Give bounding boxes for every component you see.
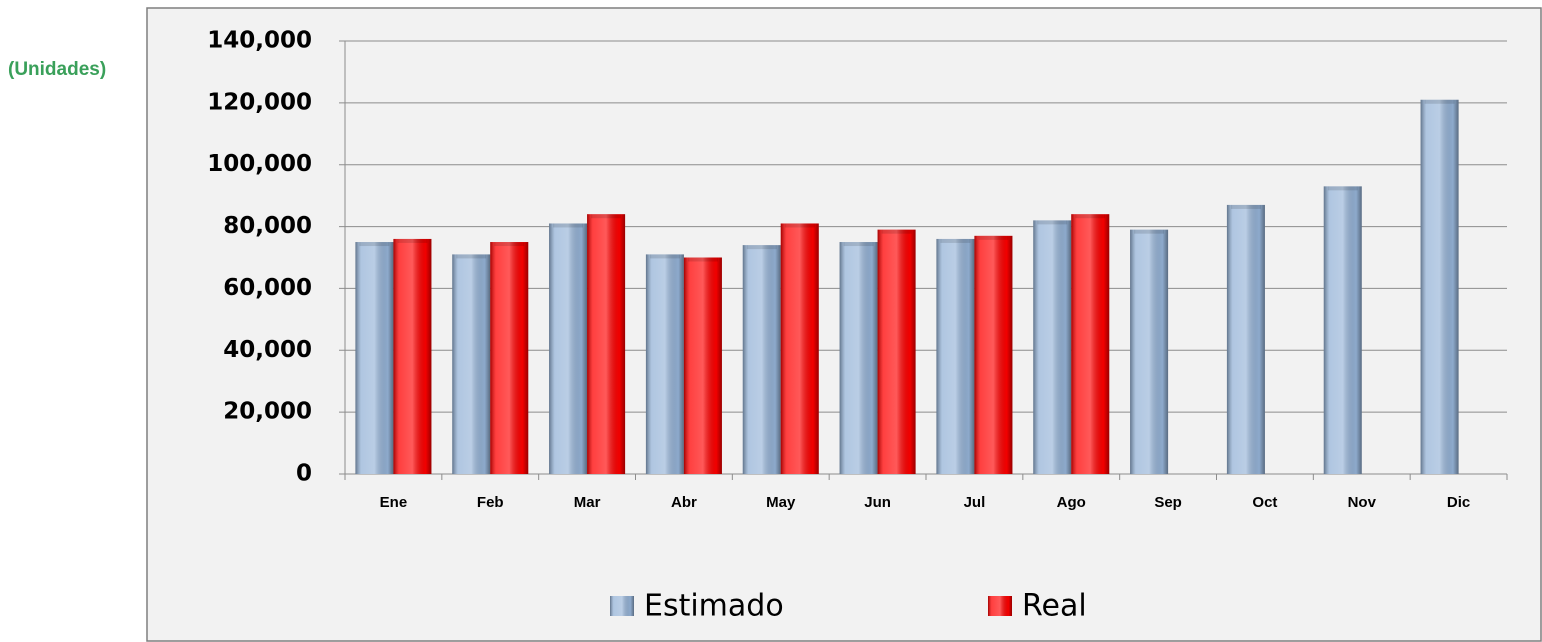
bar [877,229,916,474]
bar [1130,229,1169,474]
bar [839,242,878,474]
x-tick-label: Abr [671,494,697,511]
legend-swatch-shade [610,596,634,616]
x-tick-label: Feb [477,494,504,511]
legend-label: Real [1022,589,1087,624]
bar [936,238,975,474]
y-tick-label: 20,000 [223,399,312,425]
x-tick-label: Sep [1154,494,1182,511]
y-tick-label: 140,000 [207,28,312,54]
bar [393,238,432,474]
y-tick-label: 80,000 [223,213,312,239]
bar [1226,204,1265,474]
bar [549,223,588,474]
x-tick-label: Oct [1252,494,1277,511]
bar [1323,186,1362,474]
bar [742,245,781,474]
bar [587,214,626,474]
y-tick-label: 120,000 [207,89,312,115]
bar [490,242,529,474]
x-tick-label: Jul [964,494,986,511]
x-tick-label: Ago [1057,494,1086,511]
legend-label: Estimado [644,589,784,624]
bar [452,254,491,474]
bar [974,235,1013,474]
legend-swatch-shade [988,596,1012,616]
y-tick-label: 60,000 [223,275,312,301]
bar [1033,220,1072,474]
bar [645,254,684,474]
x-tick-label: May [766,494,796,511]
x-tick-label: Mar [574,494,601,511]
y-tick-label: 40,000 [223,337,312,363]
bar [1420,99,1459,474]
x-tick-label: Ene [380,494,408,511]
y-tick-label: 0 [296,461,312,487]
bar [355,242,394,474]
y-axis-label: (Unidades) [8,59,106,80]
bar [780,223,819,474]
x-tick-label: Nov [1348,494,1377,511]
bar [1071,214,1110,474]
y-tick-label: 100,000 [207,151,312,177]
bar [683,257,722,474]
x-tick-label: Dic [1447,494,1470,511]
x-tick-label: Jun [864,494,891,511]
